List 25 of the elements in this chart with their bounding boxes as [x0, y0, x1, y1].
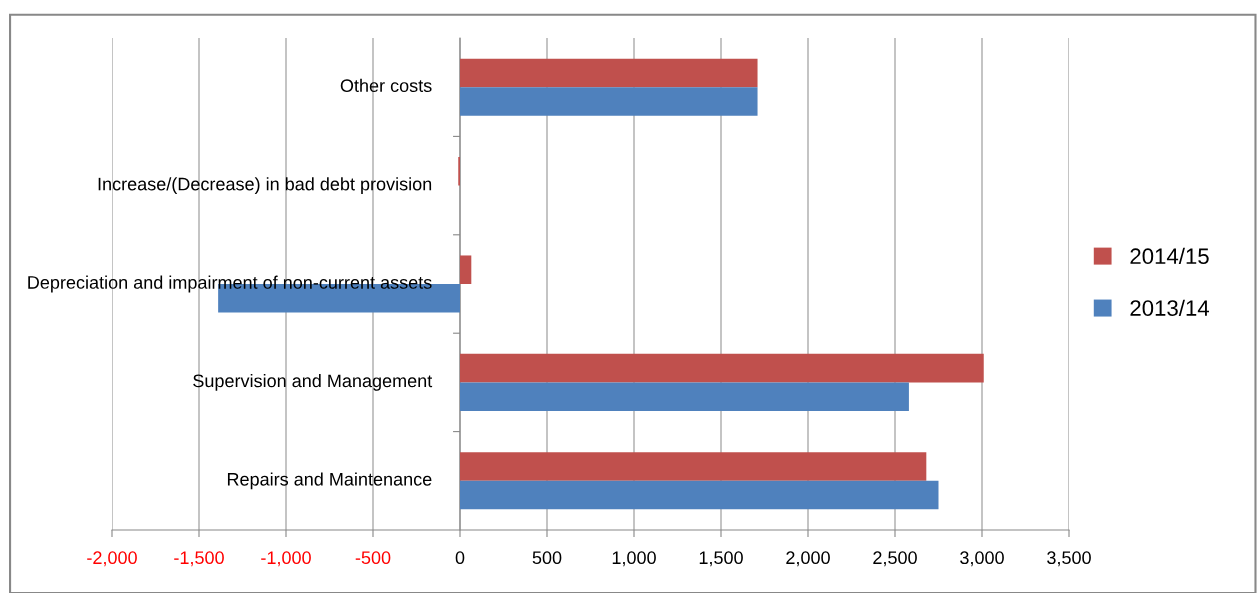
y-tick-label: Other costs [340, 78, 432, 93]
x-tick-label: 2,500 [873, 551, 917, 567]
x-tick-label: -2,000 [87, 551, 137, 567]
x-tick-label: 1,000 [612, 551, 656, 567]
x-tick-label: 3,000 [960, 551, 1004, 567]
legend-label: 2014/15 [1130, 247, 1209, 265]
bar [460, 353, 984, 383]
x-tick-label: 3,500 [1047, 551, 1091, 567]
x-tick-label: 500 [532, 551, 562, 565]
bar [460, 87, 758, 116]
x-tick-label: 0 [455, 551, 465, 565]
y-tick-label: Repairs and Maintenance [227, 472, 432, 490]
bar [460, 480, 939, 510]
x-tick-label: -1,500 [174, 551, 224, 567]
bar [460, 382, 909, 411]
x-tick-label: 1,500 [699, 551, 743, 567]
x-tick-label: 2,000 [786, 551, 830, 567]
y-tick-label: Supervision and Management [193, 373, 433, 391]
legend-label: 2013/14 [1130, 299, 1210, 316]
x-tick-label: -500 [355, 551, 391, 565]
bar [460, 255, 472, 284]
bar [460, 58, 758, 88]
x-tick-label: -1,000 [261, 551, 311, 567]
y-tick-label: Increase/(Decrease) in bad debt provision [98, 177, 432, 195]
bar [460, 452, 927, 481]
